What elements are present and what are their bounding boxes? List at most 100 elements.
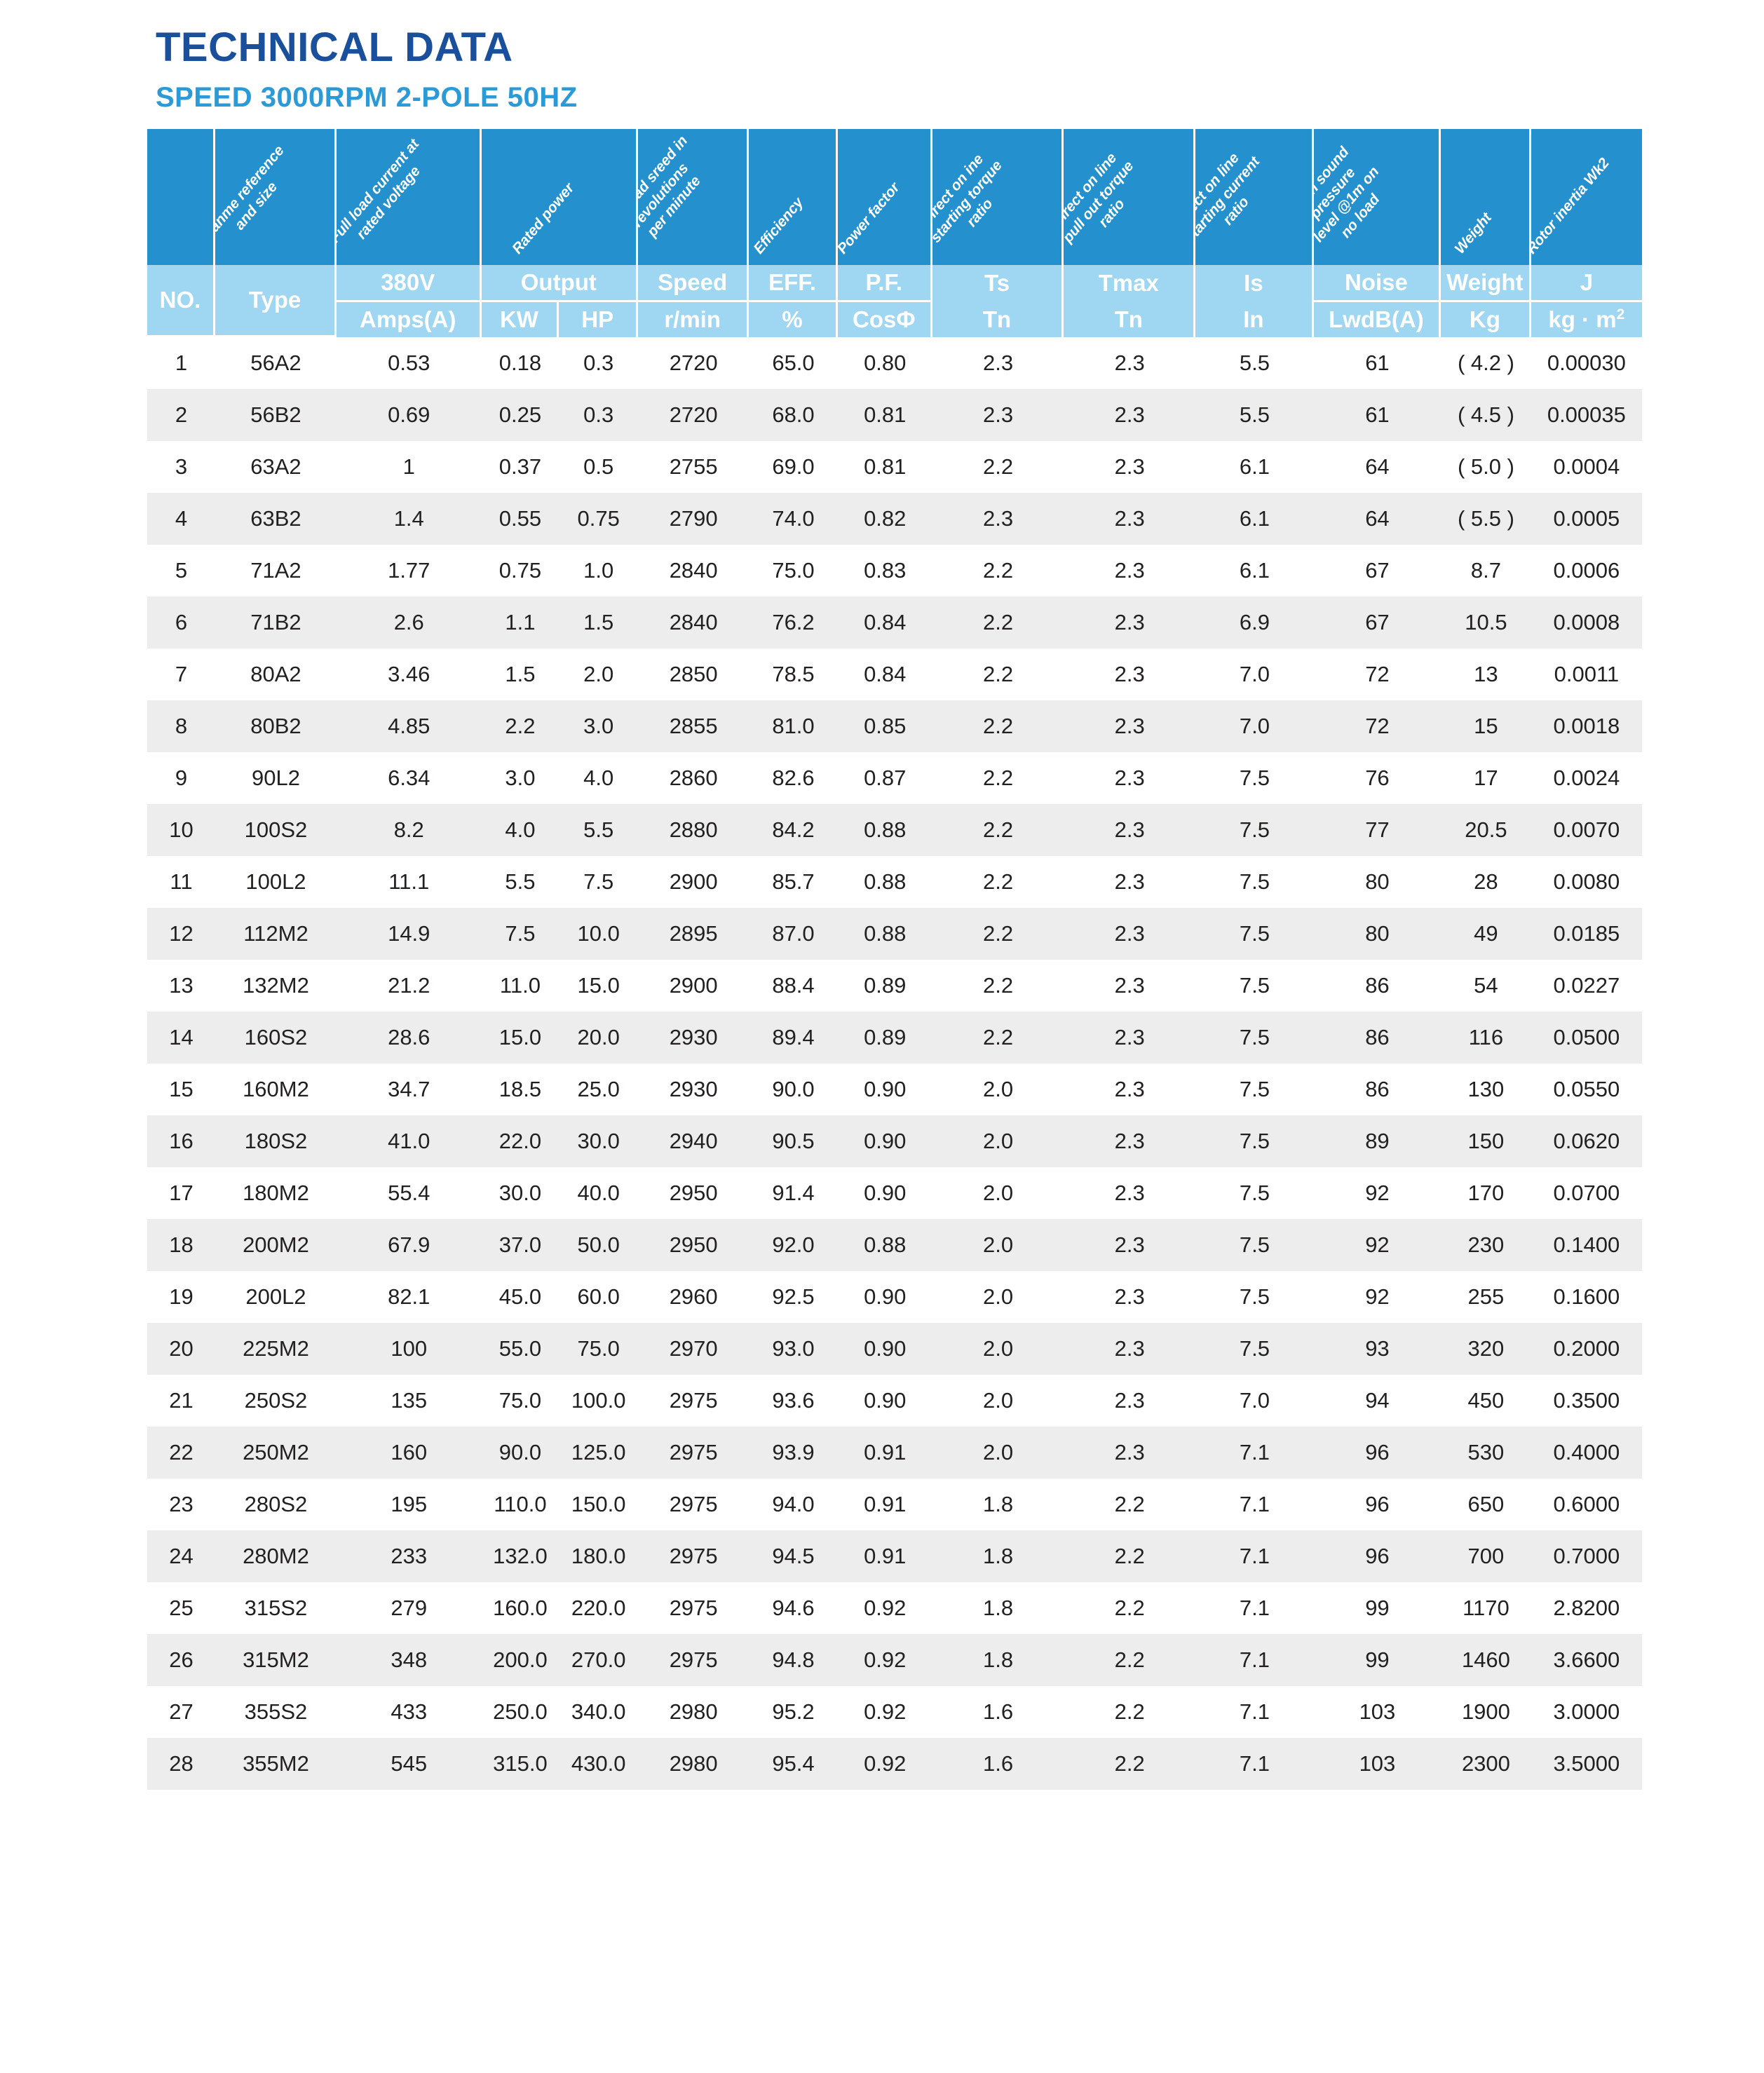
table-cell: 7.1 (1195, 1633, 1314, 1686)
table-cell: ( 4.5 ) (1441, 388, 1531, 441)
table-cell: 315.0 (481, 1737, 559, 1790)
table-cell: 78.5 (749, 648, 838, 700)
table-cell: 1 (147, 337, 215, 389)
table-cell: 5.5 (1195, 337, 1314, 389)
table-cell: 1.1 (481, 596, 559, 648)
table-cell: 16 (147, 1115, 215, 1167)
table-cell: 4 (147, 492, 215, 545)
table-cell: 2930 (638, 1063, 749, 1115)
table-cell: 94.8 (749, 1633, 838, 1686)
table-cell: 0.3500 (1531, 1374, 1642, 1427)
subheader-type: Type (215, 264, 337, 337)
diag-label-rated-power: Rated power (508, 180, 578, 257)
table-cell: 76 (1313, 752, 1441, 804)
table-cell: 49 (1441, 907, 1531, 960)
table-cell: 225M2 (215, 1322, 337, 1375)
table-cell: 7.5 (559, 855, 639, 908)
table-cell: 11.1 (336, 855, 482, 908)
table-cell: 250S2 (215, 1374, 337, 1427)
subheader-row-upper: NO. Type 380V Output Speed EFF. P.F. Ts … (147, 264, 1642, 337)
table-cell: 100.0 (559, 1374, 639, 1427)
table-cell: 0.87 (837, 752, 932, 804)
table-cell: 0.75 (481, 544, 559, 597)
subheader-kw: KW (481, 301, 559, 337)
table-cell: 0.90 (837, 1270, 932, 1323)
diag-label-frame-reference: Franme reference and size (215, 142, 287, 246)
table-cell: 2.6 (336, 596, 482, 648)
table-cell: 14 (147, 1011, 215, 1063)
table-cell: 2975 (638, 1426, 749, 1479)
table-cell: 7.0 (1195, 648, 1314, 700)
table-cell: 2790 (638, 492, 749, 545)
table-cell: 2.3 (932, 337, 1064, 389)
table-cell: 0.7000 (1531, 1530, 1642, 1582)
table-body: 1 56A2 0.53 0.18 0.3 2720 65.0 0.80 2.3 2.3 5.5 61(… (147, 337, 1642, 1790)
table-cell: 280M2 (215, 1530, 337, 1582)
table-cell: 0.88 (837, 803, 932, 856)
table-cell: 7.5 (1195, 1322, 1314, 1375)
table-cell: 130 (1441, 1063, 1531, 1115)
table-cell: 0.55 (481, 492, 559, 545)
table-row: 6 71B2 2.6 1.1 1.5 2840 76.2 0.84 2.2 2.3 6.9 67 10.… (147, 596, 1642, 648)
table-cell: 6.34 (336, 752, 482, 804)
table-cell: 8 (147, 700, 215, 752)
table-cell: 1.5 (559, 596, 639, 648)
table-cell: 2.2 (1064, 1633, 1196, 1686)
table-cell: 88.4 (749, 959, 838, 1012)
table-cell: 6.1 (1195, 440, 1314, 493)
table-cell: 2900 (638, 959, 749, 1012)
diag-header-mean-sound-pressure: Mean sound pressure level @1m on no load (1313, 128, 1441, 265)
table-cell: 4.0 (481, 803, 559, 856)
table-cell: 0.6000 (1531, 1478, 1642, 1530)
diag-label-mean-sound-pressure: Mean sound pressure level @1m on no load (1313, 144, 1383, 246)
table-cell: 700 (1441, 1530, 1531, 1582)
table-cell: 28.6 (336, 1011, 482, 1063)
table-cell: 67.9 (336, 1218, 482, 1271)
table-cell: 2.3 (1064, 1270, 1196, 1323)
table-cell: 2.0 (932, 1167, 1064, 1219)
table-cell: 1.6 (932, 1737, 1064, 1790)
table-cell: 15 (147, 1063, 215, 1115)
table-row: 23 280S2 195 110.0 150.0 2975 94.0 0.91 1.8 2.2 7.… (147, 1478, 1642, 1530)
table-cell: 56A2 (215, 337, 337, 389)
table-cell: 28 (147, 1737, 215, 1790)
subheader-lwdb: LwdB(A) (1313, 301, 1441, 337)
table-cell: 25.0 (559, 1063, 639, 1115)
table-cell: 3 (147, 440, 215, 493)
table-cell: 5.5 (559, 803, 639, 856)
table-cell: 3.46 (336, 648, 482, 700)
table-cell: 0.81 (837, 440, 932, 493)
table-cell: 86 (1313, 1011, 1441, 1063)
table-row: 14 160S2 28.6 15.0 20.0 2930 89.4 0.89 2.2 2.3 7.5… (147, 1011, 1642, 1063)
table-cell: 0.88 (837, 907, 932, 960)
table-cell: 0.83 (837, 544, 932, 597)
table-cell: 20.0 (559, 1011, 639, 1063)
table-cell: 2.0 (932, 1218, 1064, 1271)
table-cell: 2895 (638, 907, 749, 960)
subheader-cosphi: CosΦ (837, 301, 932, 337)
table-cell: 6.1 (1195, 544, 1314, 597)
table-cell: 135 (336, 1374, 482, 1427)
table-cell: 68.0 (749, 388, 838, 441)
table-cell: 0.90 (837, 1063, 932, 1115)
diag-header-starting-torque: Direct on ine starting torque ratio (932, 128, 1064, 265)
table-cell: 433 (336, 1685, 482, 1738)
table-cell: 93.0 (749, 1322, 838, 1375)
table-cell: 2.3 (1064, 1426, 1196, 1479)
table-cell: 45.0 (481, 1270, 559, 1323)
table-cell: 7.1 (1195, 1737, 1314, 1790)
table-cell: 2880 (638, 803, 749, 856)
table-cell: 150.0 (559, 1478, 639, 1530)
table-cell: 0.92 (837, 1633, 932, 1686)
table-cell: 1.6 (932, 1685, 1064, 1738)
table-cell: 250.0 (481, 1685, 559, 1738)
diag-header-full-load-speed: Full load sreed in revolutions per minut… (638, 128, 749, 265)
subheader-noise: Noise (1313, 264, 1441, 302)
table-cell: 100L2 (215, 855, 337, 908)
table-cell: 160 (336, 1426, 482, 1479)
table-cell: 99 (1313, 1633, 1441, 1686)
table-cell: 430.0 (559, 1737, 639, 1790)
table-cell: 2.3 (1064, 700, 1196, 752)
table-cell: 2.3 (1064, 803, 1196, 856)
